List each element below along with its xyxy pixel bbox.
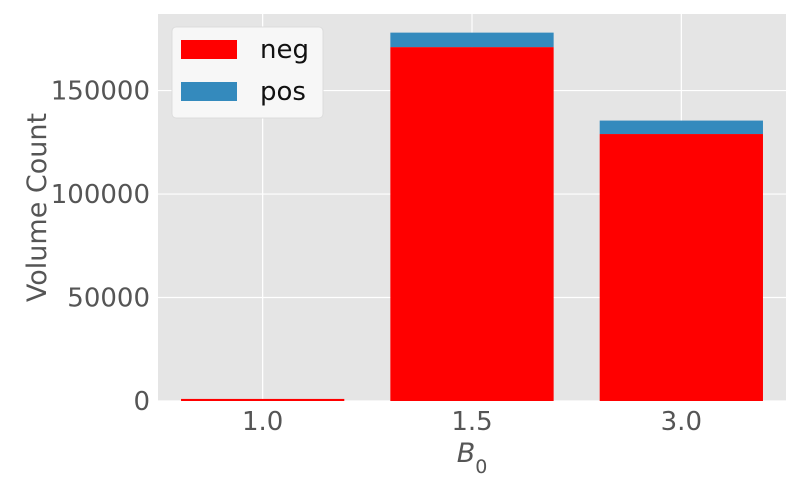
bar-neg-1.0 [181,398,345,401]
legend: neg pos [171,26,324,119]
x-tick-label: 3.0 [661,407,702,437]
bar-neg-3.0 [599,134,763,401]
legend-label-pos: pos [260,77,306,107]
x-tick-labels: 1.0 1.5 3.0 [242,407,702,437]
bars [181,32,763,401]
x-axis-label: B0 [457,438,488,478]
y-axis-label: Volume Count [22,113,53,302]
legend-swatch-neg [181,40,237,59]
y-tick-label: 0 [133,387,150,417]
legend-label-neg: neg [260,35,309,65]
x-tick-label: 1.0 [242,407,283,437]
y-tick-label: 100000 [51,180,150,210]
y-tick-labels: 0 50000 100000 150000 [51,77,150,417]
bar-pos-3.0 [599,120,763,135]
y-tick-label: 150000 [51,77,150,107]
y-tick-label: 50000 [67,284,150,314]
legend-swatch-pos [181,82,237,101]
bar-pos-1.5 [390,32,554,48]
x-tick-label: 1.5 [451,407,492,437]
x-axis-label-subscript: 0 [475,456,487,478]
x-axis-label-main: B [457,438,476,469]
bar-neg-1.5 [390,47,554,401]
